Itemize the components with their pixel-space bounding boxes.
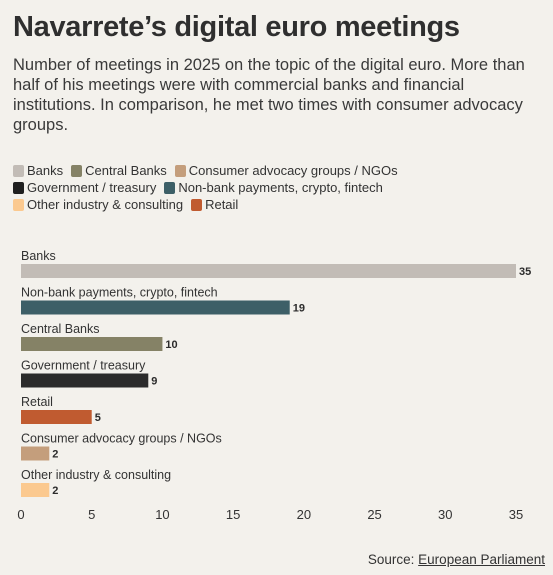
legend-label: Other industry & consulting bbox=[27, 197, 184, 212]
value-label: 2 bbox=[52, 449, 58, 461]
category-label: Government / treasury bbox=[21, 359, 146, 373]
bar bbox=[21, 446, 50, 461]
bar-chart: Banks 35 Non-bank payments, crypto, fintec… bbox=[17, 249, 531, 522]
category-label: Banks bbox=[21, 249, 56, 263]
legend-label: Banks bbox=[27, 163, 64, 178]
value-label: 5 bbox=[95, 412, 101, 424]
chart-subtitle: Number of meetings in 2025 on the topic … bbox=[13, 56, 525, 134]
legend-label: Consumer advocacy groups / NGOs bbox=[188, 163, 398, 178]
value-label: 35 bbox=[519, 266, 531, 278]
category-label: Consumer advocacy groups / NGOs bbox=[21, 432, 222, 446]
legend-swatch bbox=[13, 182, 24, 194]
legend-item: Consumer advocacy groups / NGOs bbox=[174, 163, 398, 178]
x-tick-label: 15 bbox=[226, 507, 240, 522]
x-tick-label: 25 bbox=[367, 507, 381, 522]
legend-swatch bbox=[71, 165, 83, 177]
legend-label: Government / treasury bbox=[27, 180, 157, 195]
category-label: Central Banks bbox=[21, 322, 100, 336]
source-link[interactable]: European Parliament bbox=[418, 552, 545, 567]
value-label: 2 bbox=[52, 485, 58, 497]
value-label: 19 bbox=[293, 303, 305, 315]
legend-swatch bbox=[13, 199, 24, 211]
value-label: 10 bbox=[165, 339, 177, 351]
bar bbox=[21, 483, 50, 497]
legend-item: Central Banks bbox=[71, 164, 167, 178]
category-label: Retail bbox=[21, 395, 53, 409]
bar bbox=[21, 373, 149, 388]
legend-swatch bbox=[191, 199, 203, 211]
legend-item: Non-bank payments, crypto, fintech bbox=[164, 181, 383, 195]
x-tick-label: 10 bbox=[155, 507, 169, 522]
legend-swatch bbox=[174, 165, 186, 177]
chart-title: Navarrete’s digital euro meetings bbox=[13, 11, 460, 43]
bar bbox=[21, 337, 163, 351]
category-label: Other industry & consulting bbox=[21, 468, 171, 482]
chart-legend: Banks Central Banks Consumer advocacy grou… bbox=[13, 164, 548, 212]
legend-label: Non-bank payments, crypto, fintech bbox=[178, 180, 383, 195]
x-tick-label: 30 bbox=[438, 507, 452, 522]
x-tick-label: 0 bbox=[17, 507, 24, 522]
source-prefix: Source: bbox=[367, 552, 419, 567]
category-label: Non-bank payments, crypto, fintech bbox=[21, 286, 218, 300]
bar bbox=[21, 264, 516, 278]
legend-swatch bbox=[13, 165, 24, 177]
source-note: Source: European Parliament bbox=[368, 552, 545, 567]
legend-item: Retail bbox=[191, 198, 238, 212]
x-tick-label: 20 bbox=[297, 507, 311, 522]
legend-item: Banks bbox=[13, 164, 63, 178]
legend-swatch bbox=[164, 182, 176, 194]
bar bbox=[21, 410, 92, 424]
bar bbox=[21, 300, 290, 315]
legend-label: Central Banks bbox=[85, 163, 167, 178]
x-tick-label: 5 bbox=[88, 507, 95, 522]
legend-item: Government / treasury bbox=[13, 181, 156, 195]
value-label: 9 bbox=[151, 376, 157, 388]
legend-label: Retail bbox=[205, 197, 239, 212]
x-tick-label: 35 bbox=[509, 507, 523, 522]
legend-item: Other industry & consulting bbox=[13, 198, 183, 212]
